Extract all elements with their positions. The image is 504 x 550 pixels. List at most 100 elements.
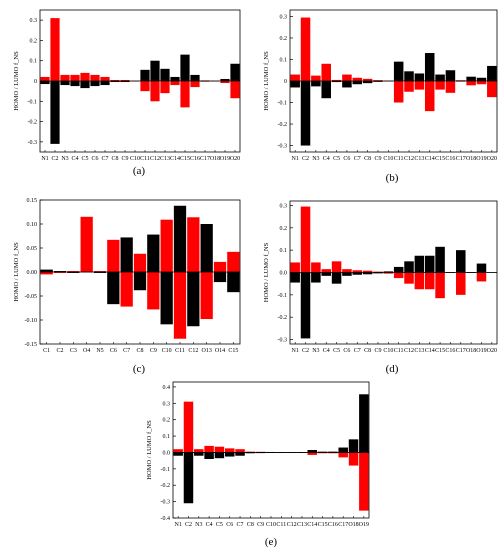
y-tick-label: 0.2 — [163, 418, 171, 424]
homo-bar — [227, 272, 240, 293]
x-tick-label: C13 — [297, 522, 307, 528]
lumo-bar — [204, 445, 214, 453]
y-tick-label: 0.2 — [280, 36, 288, 42]
homo-bar — [404, 261, 414, 273]
x-tick-label: C5 — [333, 156, 340, 162]
homo-bar — [342, 81, 352, 88]
lumo-bar — [342, 269, 352, 273]
x-tick-label: C15 — [318, 522, 328, 528]
homo-bar — [466, 76, 476, 81]
lumo-bar — [40, 76, 50, 81]
lumo-bar — [224, 448, 235, 453]
homo-bar — [348, 439, 359, 453]
lumo-bar — [424, 272, 435, 290]
x-tick-label: N3 — [61, 156, 68, 162]
x-tick-label: C2 — [185, 522, 192, 528]
x-tick-label: C16 — [445, 156, 455, 162]
lumo-bar — [317, 452, 328, 454]
y-tick-label: -0.3 — [278, 338, 288, 344]
lumo-bar — [133, 253, 147, 272]
x-tick-label: C8 — [364, 348, 371, 354]
x-tick-label: C12 — [150, 156, 160, 162]
lumo-bar — [80, 72, 90, 81]
homo-bar — [393, 61, 404, 81]
x-tick-label: C3 — [70, 348, 77, 354]
homo-bar — [331, 272, 342, 284]
x-tick-label: C9 — [374, 348, 381, 354]
lumo-bar — [393, 272, 404, 279]
y-tick-label: 0.3 — [280, 14, 288, 20]
homo-bar — [414, 255, 425, 273]
x-tick-label: C14 — [425, 156, 435, 162]
x-tick-label: C15 — [228, 348, 238, 354]
homo-bar — [300, 81, 311, 146]
x-tick-label: C15 — [435, 348, 445, 354]
homo-bar — [40, 269, 53, 272]
lumo-bar — [383, 272, 394, 274]
x-tick-label: O4 — [83, 348, 90, 354]
homo-bar — [140, 69, 150, 81]
y-tick-label: 0.05 — [27, 246, 38, 252]
x-tick-label: N1 — [292, 156, 299, 162]
panel-caption: (b) — [386, 172, 399, 184]
x-tick-label: O19 — [220, 156, 230, 162]
x-tick-label: C11 — [394, 156, 404, 162]
homo-bar — [338, 447, 348, 453]
homo-bar — [476, 263, 487, 273]
lumo-bar — [300, 17, 311, 81]
lumo-bar — [404, 81, 414, 92]
x-tick-label: C16 — [445, 348, 455, 354]
homo-bar — [359, 394, 369, 453]
lumo-bar — [245, 451, 256, 453]
x-tick-label: C17 — [456, 348, 466, 354]
homo-bar — [173, 452, 183, 456]
lumo-bar — [230, 81, 240, 99]
lumo-bar — [466, 81, 476, 86]
y-tick-label: -0.4 — [161, 516, 171, 522]
lumo-bar — [173, 449, 183, 453]
y-tick-label: -0.1 — [28, 99, 38, 105]
x-tick-label: C11 — [140, 156, 150, 162]
y-tick-label: 0.3 — [280, 203, 288, 209]
x-tick-label: C5 — [333, 348, 340, 354]
lumo-bar — [147, 272, 160, 310]
homo-bar — [60, 81, 70, 86]
lumo-bar — [180, 81, 190, 108]
y-tick-label: 0.15 — [27, 198, 38, 204]
lumo-bar — [435, 81, 445, 90]
x-tick-label: C5 — [81, 156, 88, 162]
lumo-bar — [311, 75, 321, 81]
lumo-bar — [183, 401, 194, 453]
x-tick-label: C16 — [328, 522, 338, 528]
y-tick-label: -0.3 — [28, 140, 38, 146]
lumo-bar — [160, 219, 173, 272]
homo-bar — [160, 272, 173, 325]
y-tick-label: 0 — [34, 79, 37, 85]
lumo-bar — [173, 272, 187, 339]
y-tick-label: 0.0 — [163, 450, 171, 456]
lumo-bar — [93, 271, 107, 272]
x-tick-label: C10 — [130, 156, 140, 162]
panel-caption: (a) — [133, 165, 146, 177]
homo-bar — [204, 452, 214, 460]
x-tick-label: C9 — [374, 156, 381, 162]
lumo-bar — [373, 271, 383, 273]
x-tick-label: C13 — [414, 348, 424, 354]
x-tick-label: C7 — [123, 348, 130, 354]
homo-bar — [230, 63, 240, 81]
homo-bar — [133, 272, 147, 291]
x-tick-label: C13 — [160, 156, 170, 162]
y-tick-label: 0.10 — [27, 222, 38, 228]
y-tick-label: -0.1 — [161, 467, 171, 473]
homo-bar — [100, 81, 110, 86]
y-tick-label: 0 — [284, 79, 287, 85]
y-tick-label: -0.05 — [25, 294, 38, 300]
x-tick-label: C13 — [414, 156, 424, 162]
x-tick-label: C14 — [170, 156, 180, 162]
lumo-bar — [220, 81, 230, 84]
lumo-bar — [476, 81, 487, 85]
lumo-bar — [373, 80, 383, 81]
lumo-bar — [321, 63, 331, 81]
chart-panel-e: 0.40.30.20.10.0-0.1-0.2-0.3-0.4N1 C2 N3 C4 C… — [146, 381, 370, 548]
